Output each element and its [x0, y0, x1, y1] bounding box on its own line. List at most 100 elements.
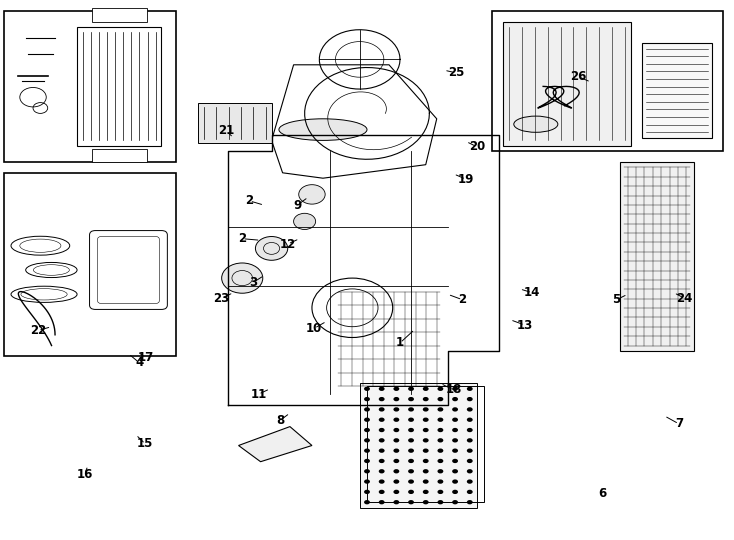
Circle shape [222, 263, 263, 293]
Bar [4, 173, 176, 356]
Circle shape [423, 459, 429, 463]
Circle shape [379, 500, 385, 504]
Circle shape [379, 490, 385, 494]
Circle shape [467, 459, 473, 463]
Circle shape [467, 469, 473, 474]
Circle shape [408, 428, 414, 432]
Circle shape [393, 428, 399, 432]
Text: 1: 1 [396, 336, 404, 349]
Circle shape [364, 397, 370, 401]
Bar [92, 148, 147, 162]
Text: 10: 10 [306, 322, 322, 335]
Text: 8: 8 [276, 414, 285, 427]
Text: 12: 12 [280, 238, 296, 251]
Circle shape [467, 397, 473, 401]
Bar [620, 162, 694, 351]
Circle shape [423, 469, 429, 474]
Circle shape [393, 438, 399, 442]
Circle shape [437, 387, 443, 391]
Circle shape [452, 500, 458, 504]
Circle shape [452, 387, 458, 391]
Circle shape [379, 387, 385, 391]
Circle shape [393, 407, 399, 411]
Circle shape [437, 417, 443, 422]
Circle shape [364, 449, 370, 453]
Polygon shape [239, 427, 312, 462]
Circle shape [452, 407, 458, 411]
Circle shape [364, 407, 370, 411]
Text: 21: 21 [218, 124, 234, 137]
Bar [92, 8, 147, 22]
Circle shape [437, 397, 443, 401]
Circle shape [408, 459, 414, 463]
Circle shape [393, 490, 399, 494]
Circle shape [379, 397, 385, 401]
Circle shape [437, 500, 443, 504]
Circle shape [467, 407, 473, 411]
Circle shape [364, 428, 370, 432]
Circle shape [393, 459, 399, 463]
Circle shape [437, 438, 443, 442]
Circle shape [364, 438, 370, 442]
Circle shape [467, 480, 473, 484]
Circle shape [379, 417, 385, 422]
Circle shape [294, 213, 316, 230]
Text: 7: 7 [675, 417, 683, 430]
Circle shape [393, 480, 399, 484]
Circle shape [423, 480, 429, 484]
Circle shape [423, 387, 429, 391]
Text: 2: 2 [245, 194, 254, 207]
Circle shape [393, 500, 399, 504]
Bar [198, 103, 272, 143]
Circle shape [467, 428, 473, 432]
Circle shape [393, 387, 399, 391]
Circle shape [423, 490, 429, 494]
Text: 20: 20 [469, 140, 485, 153]
Bar [360, 383, 477, 508]
Circle shape [379, 428, 385, 432]
Ellipse shape [279, 119, 367, 140]
Text: 15: 15 [137, 437, 153, 450]
Text: 25: 25 [448, 66, 465, 79]
Circle shape [423, 407, 429, 411]
Text: 23: 23 [214, 292, 230, 305]
Circle shape [437, 469, 443, 474]
Circle shape [379, 438, 385, 442]
Bar [503, 22, 631, 146]
Circle shape [364, 387, 370, 391]
Circle shape [452, 490, 458, 494]
Circle shape [408, 387, 414, 391]
Circle shape [408, 449, 414, 453]
Circle shape [423, 417, 429, 422]
Circle shape [452, 397, 458, 401]
Circle shape [393, 417, 399, 422]
Circle shape [255, 237, 288, 260]
Circle shape [364, 417, 370, 422]
Circle shape [452, 438, 458, 442]
Circle shape [467, 500, 473, 504]
Text: 22: 22 [30, 324, 46, 337]
Circle shape [423, 428, 429, 432]
Text: 2: 2 [238, 232, 247, 245]
Text: 24: 24 [676, 292, 692, 305]
Circle shape [364, 480, 370, 484]
Text: 9: 9 [293, 199, 302, 212]
Circle shape [467, 449, 473, 453]
Text: 14: 14 [524, 286, 540, 299]
Circle shape [423, 397, 429, 401]
Circle shape [437, 407, 443, 411]
Circle shape [437, 459, 443, 463]
Circle shape [379, 480, 385, 484]
Circle shape [423, 449, 429, 453]
Circle shape [379, 407, 385, 411]
Circle shape [437, 428, 443, 432]
Bar [4, 11, 176, 162]
Text: 5: 5 [612, 293, 621, 306]
Circle shape [408, 469, 414, 474]
Circle shape [452, 469, 458, 474]
Circle shape [408, 490, 414, 494]
Circle shape [452, 428, 458, 432]
Text: 4: 4 [135, 356, 144, 369]
Circle shape [467, 417, 473, 422]
Ellipse shape [514, 116, 558, 132]
